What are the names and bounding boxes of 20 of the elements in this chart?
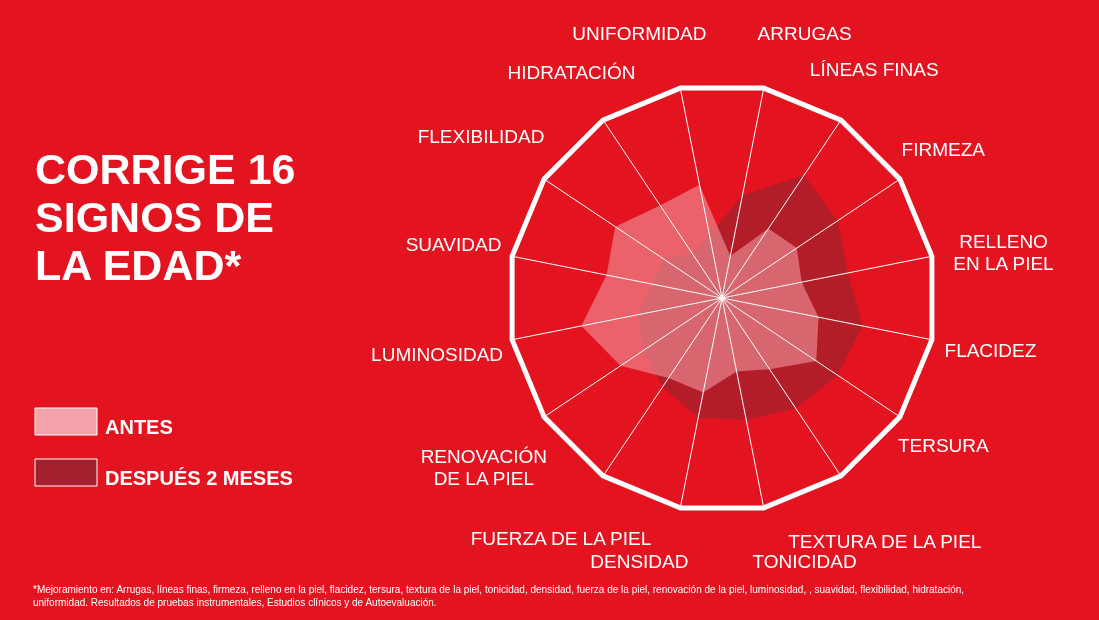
spoke-label: FLEXIBILIDAD <box>417 125 545 147</box>
spoke-label: TEXTURA DE LA PIEL <box>788 530 982 552</box>
spoke-label: TONICIDAD <box>752 551 857 573</box>
text: CORRIGE 16 SIGNOS DE LA EDAD* <box>35 145 296 289</box>
spoke-label: FUERZA DE LA PIEL <box>470 527 652 549</box>
text: *Mejoramiento en: Arrugas, líneas finas, firmeza, relleno en la piel, flacidez, tersura, textura de la piel, tonicidad, densidad, fuerza de la piel, renovación de la piel, luminosidad, , suavidad, flexibilidad, hidratación, uniformidad. Resultados de pruebas instrumentales, Estudios clínicos y de Autoevaluación. <box>33 584 965 608</box>
spoke-label: TERSURA <box>897 434 989 456</box>
spoke-label: SUAVIDAD <box>405 233 502 255</box>
spoke-label: RELLENO EN LA PIEL <box>953 231 1054 274</box>
spoke-label: FIRMEZA <box>901 139 986 161</box>
spoke-label: DENSIDAD <box>590 551 689 573</box>
spoke-label: LUMINOSIDAD <box>371 343 504 365</box>
legend-label: DESPUÉS 2 MESES <box>105 467 293 489</box>
spoke-label: FLACIDEZ <box>944 340 1037 362</box>
spoke-label: ARRUGAS <box>757 22 852 44</box>
spoke-label: UNIFORMIDAD <box>572 22 707 44</box>
spoke-label: LÍNEAS FINAS <box>809 59 939 81</box>
spoke-label: RENOVACIÓN DE LA PIEL <box>420 446 547 490</box>
spoke-label: HIDRATACIÓN <box>507 61 636 83</box>
legend-label: ANTES <box>105 416 173 438</box>
